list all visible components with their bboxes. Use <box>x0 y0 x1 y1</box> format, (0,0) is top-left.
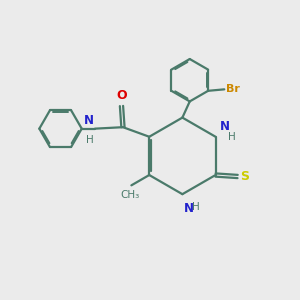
Text: H: H <box>192 202 200 212</box>
Text: N: N <box>83 114 94 127</box>
Text: H: H <box>228 132 236 142</box>
Text: H: H <box>86 135 94 145</box>
Text: N: N <box>184 202 194 215</box>
Text: N: N <box>220 120 230 133</box>
Text: CH₃: CH₃ <box>120 190 140 200</box>
Text: O: O <box>116 89 127 102</box>
Text: S: S <box>241 170 250 183</box>
Text: Br: Br <box>226 84 240 94</box>
